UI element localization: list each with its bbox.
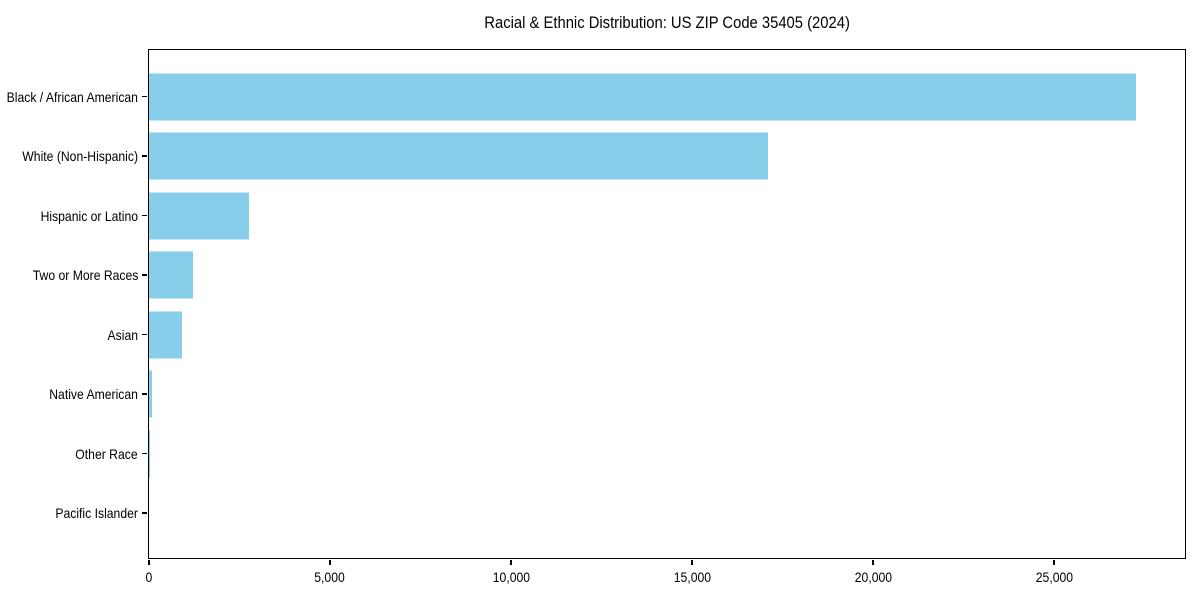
x-tick-mark <box>872 559 874 565</box>
y-tick-mark <box>142 452 147 455</box>
y-tick-mark <box>142 214 147 217</box>
plot-area: Black / African American White (Non-Hispa… <box>7 49 1186 585</box>
x-tick-label-text: 0 <box>145 569 153 585</box>
bar <box>149 132 769 180</box>
y-tick-label: Asian <box>103 327 138 343</box>
y-tick-label-text: Black / African American <box>6 88 138 105</box>
bar-row: Two or More Races <box>32 246 1185 306</box>
bar <box>149 192 249 240</box>
chart-title: Racial & Ethnic Distribution: US ZIP Cod… <box>148 12 1186 34</box>
y-tick-label: Two or More Races <box>17 267 138 283</box>
y-tick-mark <box>142 393 147 395</box>
chart-title-text: Racial & Ethnic Distribution: US ZIP Cod… <box>484 13 850 32</box>
x-tick-label: 20,000 <box>828 569 918 585</box>
bar-row: White (Non-Hispanic) <box>22 127 1185 187</box>
x-tick-mark <box>148 559 150 565</box>
bar <box>149 73 1136 121</box>
y-tick-mark <box>142 95 147 98</box>
x-tick-label: 15,000 <box>647 569 737 585</box>
x-tick-label: 5,000 <box>285 569 375 585</box>
y-tick-mark <box>142 333 147 336</box>
x-tick-label-text: 20,000 <box>854 569 892 585</box>
y-tick-label: Native American <box>36 386 138 402</box>
x-tick-label: 10,000 <box>466 569 556 585</box>
y-tick-label: Other Race <box>66 446 138 462</box>
x-tick-label: 25,000 <box>1009 569 1099 585</box>
y-tick-label: Pacific Islander <box>43 505 138 521</box>
y-tick-label-text: Pacific Islander <box>55 505 138 522</box>
x-tick-mark <box>510 559 512 565</box>
x-tick-label: 0 <box>104 569 194 585</box>
bar-row: Native American <box>49 365 1185 425</box>
x-tick-mark <box>1053 559 1055 565</box>
x-tick-label-text: 10,000 <box>492 569 530 585</box>
y-tick-label: Hispanic or Latino <box>26 208 138 224</box>
y-tick-label-text: Asian <box>107 326 138 343</box>
y-tick-mark <box>142 274 147 276</box>
y-tick-label-text: Native American <box>49 386 138 403</box>
x-tick-mark <box>691 559 693 565</box>
bar <box>149 370 153 418</box>
x-tick-label-text: 15,000 <box>673 569 711 585</box>
y-tick-mark <box>142 155 147 157</box>
y-tick-label-text: Other Race <box>75 445 138 462</box>
y-tick-label-text: White (Non-Hispanic) <box>22 148 138 165</box>
bar-row: Black / African American <box>7 67 1185 127</box>
bar-row: Asian <box>108 305 1185 365</box>
x-tick-label-text: 5,000 <box>314 569 346 585</box>
y-tick-label: White (Non-Hispanic) <box>5 148 138 164</box>
y-tick-label: Black / African American <box>0 89 138 105</box>
x-tick-mark <box>329 559 331 565</box>
bars: Black / African American White (Non-Hispa… <box>7 67 1185 544</box>
y-tick-mark <box>142 512 147 514</box>
bar <box>149 430 151 478</box>
bar <box>149 251 193 299</box>
bar-row: Other Race <box>76 424 1185 484</box>
x-tick-label-text: 25,000 <box>1035 569 1073 585</box>
bar-row: Hispanic or Latino <box>41 186 1185 246</box>
y-tick-label-text: Hispanic or Latino <box>40 207 138 224</box>
bar <box>149 311 183 359</box>
bar-row: Pacific Islander <box>55 484 1185 544</box>
y-tick-label-text: Two or More Races <box>32 267 138 284</box>
